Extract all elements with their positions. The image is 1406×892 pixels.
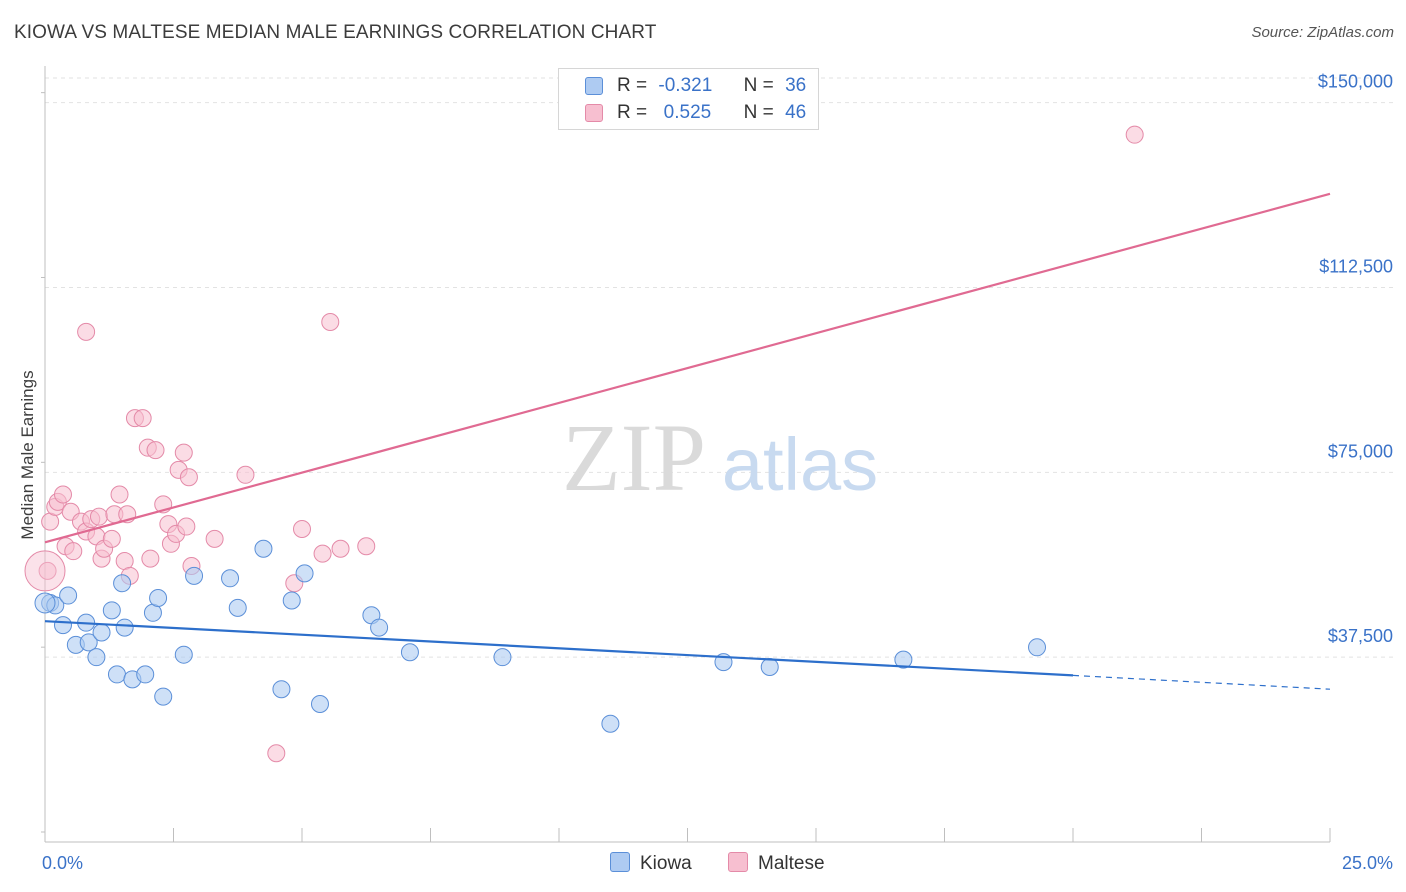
maltese-point <box>205 529 224 548</box>
watermark-zip: ZIP <box>562 404 706 511</box>
maltese-point <box>102 529 121 548</box>
kiowa-point <box>154 687 173 706</box>
maltese-point <box>267 744 286 763</box>
kiowa-point <box>282 591 301 610</box>
maltese-point <box>179 468 198 487</box>
x-tick-labels: 0.0% 25.0% <box>42 853 1393 873</box>
kiowa-point <box>221 569 240 588</box>
maltese-legend-swatch <box>728 852 748 872</box>
maltese-point <box>321 312 340 331</box>
maltese-point <box>53 485 72 504</box>
maltese-point <box>89 507 108 526</box>
maltese-trend-line <box>44 192 1331 544</box>
maltese-point <box>141 549 160 568</box>
maltese-point <box>357 537 376 556</box>
maltese-point <box>177 517 196 536</box>
kiowa-point <box>174 645 193 664</box>
grid <box>45 77 1395 658</box>
maltese-point <box>331 539 350 558</box>
legend-n-value: 46 <box>785 102 807 123</box>
watermark: ZIP atlas <box>562 404 878 511</box>
kiowa-point <box>107 665 126 684</box>
maltese-swatch <box>585 104 603 122</box>
kiowa-trend-extension <box>1072 674 1331 690</box>
kiowa-point <box>136 665 155 684</box>
kiowa-point <box>149 589 168 608</box>
watermark-atlas: atlas <box>722 423 878 506</box>
maltese-point <box>174 443 193 462</box>
legend-n-label: N = <box>743 75 774 96</box>
kiowa-point <box>1028 638 1047 657</box>
y-tick-labels: $37,500 $75,000 $112,500 $150,000 <box>1318 72 1393 647</box>
kiowa-point <box>115 618 134 637</box>
kiowa-swatch <box>585 77 603 95</box>
kiowa-point <box>102 601 121 620</box>
kiowa-point <box>59 586 78 605</box>
maltese-point <box>133 409 152 428</box>
source-label: Source: ZipAtlas.com <box>1251 24 1394 41</box>
y-tick-label: $37,500 <box>1328 626 1393 646</box>
chart-title: KIOWA VS MALTESE MEDIAN MALE EARNINGS CO… <box>14 22 657 43</box>
kiowa-point-large <box>34 592 56 614</box>
maltese-point-large <box>24 550 66 592</box>
bottom-legend-kiowa: Kiowa <box>610 852 692 875</box>
maltese-point <box>236 465 255 484</box>
maltese-point <box>77 322 96 341</box>
maltese-legend-label: Maltese <box>758 853 825 874</box>
legend-n-value: 36 <box>785 75 807 96</box>
kiowa-point <box>400 643 419 662</box>
kiowa-trend-line <box>44 620 1074 677</box>
y-tick-label: $112,500 <box>1319 256 1393 276</box>
maltese-point <box>38 561 57 580</box>
x-tick-label-max: 25.0% <box>1342 853 1393 873</box>
kiowa-point <box>53 616 72 635</box>
kiowa-point <box>272 680 291 699</box>
legend-r-value: -0.321 <box>658 75 713 96</box>
maltese-point <box>110 485 129 504</box>
kiowa-legend-label: Kiowa <box>640 853 692 874</box>
x-tick-label-min: 0.0% <box>42 853 83 873</box>
kiowa-point <box>493 648 512 667</box>
correlation-legend: R = -0.321 N = 36 R = 0.525 N = 46 <box>558 68 819 130</box>
maltese-point <box>313 544 332 563</box>
kiowa-legend-swatch <box>610 852 630 872</box>
legend-n-label: N = <box>743 102 774 123</box>
kiowa-point <box>79 633 98 652</box>
kiowa-point <box>295 564 314 583</box>
axes <box>41 66 1331 843</box>
kiowa-point <box>113 574 132 593</box>
legend-r-label: R = <box>617 75 648 96</box>
kiowa-point <box>370 618 389 637</box>
kiowa-point <box>92 623 111 642</box>
legend-r-label: R = <box>617 102 648 123</box>
kiowa-point <box>601 714 620 733</box>
kiowa-point <box>185 566 204 585</box>
legend-r-value: 0.525 <box>658 102 712 123</box>
kiowa-point <box>87 648 106 667</box>
y-tick-label: $75,000 <box>1328 441 1393 461</box>
bottom-legend-maltese: Maltese <box>728 852 825 875</box>
kiowa-point <box>254 539 273 558</box>
kiowa-point <box>228 598 247 617</box>
kiowa-point <box>760 658 779 677</box>
maltese-point <box>146 441 165 460</box>
y-tick-label: $150,000 <box>1318 72 1393 92</box>
kiowa-point <box>894 650 913 669</box>
maltese-point <box>293 520 311 539</box>
maltese-points <box>24 125 1144 763</box>
trend-lines <box>44 192 1331 690</box>
maltese-point <box>64 542 83 561</box>
kiowa-point <box>310 694 329 713</box>
maltese-point <box>1125 125 1144 144</box>
